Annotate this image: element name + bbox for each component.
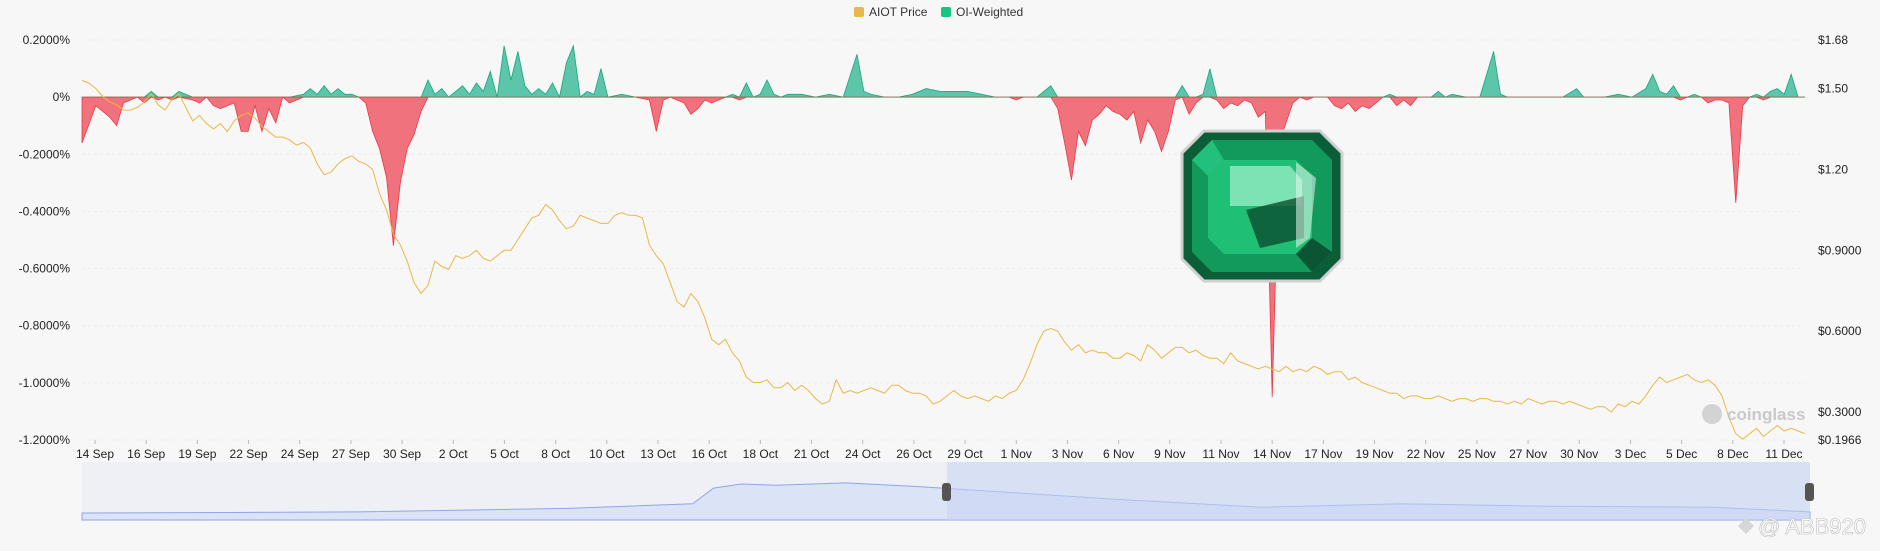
- credit-diamond-icon: [1738, 518, 1754, 534]
- legend-swatch-price: [854, 7, 864, 17]
- legend-item-oi-weighted[interactable]: OI-Weighted: [941, 5, 1023, 19]
- x-axis-tick-label: 6 Nov: [1103, 447, 1134, 461]
- right-axis-tick-label: $1.68: [1818, 33, 1848, 47]
- legend[interactable]: AIOT Price OI-Weighted: [854, 5, 1023, 19]
- x-axis-tick-label: 17 Nov: [1304, 447, 1342, 461]
- left-axis-tick-label: -1.0000%: [19, 376, 71, 390]
- aiot-price-line: [81, 79, 1806, 440]
- x-axis-tick-label: 25 Nov: [1458, 447, 1496, 461]
- x-axis-tick-label: 18 Oct: [743, 447, 779, 461]
- x-axis-tick-label: 2 Oct: [439, 447, 468, 461]
- left-axis-tick-label: 0%: [53, 90, 71, 104]
- left-axis-tick-label: 0.2000%: [23, 33, 71, 47]
- legend-label-oi-weighted: OI-Weighted: [956, 5, 1023, 19]
- right-axis-tick-label: $0.3000: [1818, 405, 1862, 419]
- navigator-right-handle[interactable]: [1805, 483, 1814, 501]
- x-axis-tick-label: 8 Oct: [541, 447, 570, 461]
- x-axis-tick-label: 11 Dec: [1765, 447, 1802, 461]
- x-axis-tick-label: 16 Sep: [127, 447, 165, 461]
- legend-swatch-oi-weighted: [941, 7, 951, 17]
- legend-item-price[interactable]: AIOT Price: [854, 5, 928, 19]
- x-axis-tick-label: 16 Oct: [692, 447, 728, 461]
- x-axis-tick-label: 27 Sep: [332, 447, 370, 461]
- x-axis-tick-label: 22 Sep: [230, 447, 268, 461]
- x-axis-tick-label: 14 Sep: [76, 447, 114, 461]
- x-axis-tick-label: 11 Nov: [1202, 447, 1239, 461]
- x-axis-tick-label: 5 Oct: [490, 447, 519, 461]
- x-axis-tick-label: 30 Sep: [383, 447, 421, 461]
- x-axis-tick-label: 19 Sep: [178, 447, 216, 461]
- x-axis-tick-label: 24 Sep: [281, 447, 319, 461]
- x-axis-tick-label: 8 Dec: [1717, 447, 1748, 461]
- x-axis-tick-label: 10 Oct: [589, 447, 625, 461]
- right-axis-tick-label: $1.20: [1818, 162, 1848, 176]
- right-axis-tick-label: $1.50: [1818, 82, 1848, 96]
- legend-label-price: AIOT Price: [869, 5, 928, 19]
- x-axis-tick-label: 22 Nov: [1407, 447, 1445, 461]
- x-axis-tick-label: 19 Nov: [1356, 447, 1394, 461]
- emerald-gem-image: [1180, 129, 1344, 283]
- right-y-axis: $1.68 $1.50 $1.20 $0.9000 $0.6000 $0.3000 $0.1…: [1818, 33, 1862, 447]
- x-axis-tick-label: 13 Oct: [640, 447, 676, 461]
- oi-weighted-negative-area: [81, 96, 1805, 398]
- left-axis-tick-label: -0.4000%: [19, 204, 71, 218]
- right-axis-tick-label: $0.1966: [1818, 433, 1862, 447]
- x-axis-tick-label: 26 Oct: [896, 447, 932, 461]
- right-axis-tick-label: $0.6000: [1818, 324, 1862, 338]
- x-axis-tick-label: 3 Nov: [1052, 447, 1083, 461]
- range-navigator[interactable]: [81, 462, 1814, 521]
- x-axis-tick-label: 29 Oct: [947, 447, 983, 461]
- author-credit: @ ABB920: [1738, 514, 1866, 539]
- left-axis-tick-label: -0.6000%: [19, 262, 71, 276]
- coinglass-logo-icon: [1702, 404, 1722, 424]
- x-axis-tick-label: 14 Nov: [1253, 447, 1291, 461]
- x-axis: 14 Sep 16 Sep 19 Sep 22 Sep 24 Sep 27 Sep 30 S…: [76, 440, 1803, 461]
- x-axis-tick-label: 1 Nov: [1001, 447, 1032, 461]
- x-axis-tick-label: 30 Nov: [1560, 447, 1598, 461]
- x-axis-tick-label: 27 Nov: [1509, 447, 1547, 461]
- navigator-left-handle[interactable]: [942, 483, 951, 501]
- x-axis-tick-label: 21 Oct: [794, 447, 830, 461]
- x-axis-tick-label: 9 Nov: [1154, 447, 1185, 461]
- coinglass-watermark-text: coinglass: [1727, 405, 1805, 424]
- x-axis-tick-label: 5 Dec: [1666, 447, 1697, 461]
- author-credit-text: @ ABB920: [1758, 514, 1866, 539]
- navigator-selected-range[interactable]: [947, 462, 1810, 520]
- coinglass-watermark: coinglass: [1702, 404, 1805, 424]
- x-axis-tick-label: 24 Oct: [845, 447, 881, 461]
- left-axis-tick-label: -1.2000%: [19, 433, 71, 447]
- left-axis-tick-label: -0.2000%: [19, 147, 71, 161]
- left-y-axis: 0.2000% 0% -0.2000% -0.4000% -0.6000% -0.8000…: [19, 33, 71, 447]
- left-axis-tick-label: -0.8000%: [19, 319, 71, 333]
- x-axis-tick-label: 3 Dec: [1615, 447, 1646, 461]
- right-axis-tick-label: $0.9000: [1818, 243, 1862, 257]
